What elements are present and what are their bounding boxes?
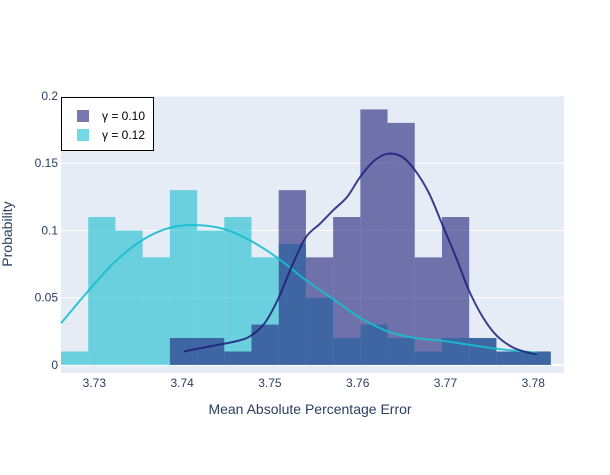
x-tick-labels: 3.73 3.74 3.75 3.76 3.77 3.78 [83,376,546,390]
y-tick-label: 0.2 [41,89,58,103]
x-axis-label: Mean Absolute Percentage Error [208,401,411,417]
histogram-bar [469,338,496,365]
y-tick-label: 0.15 [35,156,59,170]
histogram-bar [170,338,197,365]
histogram-bar [388,123,415,365]
y-tick-label: 0.05 [35,291,59,305]
histogram-bar [61,351,88,364]
legend-swatch [77,110,89,122]
x-tick-label: 3.78 [522,376,546,390]
y-tick-labels: 0 0.05 0.1 0.15 0.2 [35,89,59,372]
histogram-bar [197,338,224,365]
x-tick-label: 3.73 [83,376,107,390]
histogram-bar [415,257,442,365]
legend-box [62,98,154,151]
legend-label: γ = 0.12 [102,128,145,142]
histogram-bar [496,351,523,364]
legend: γ = 0.10 γ = 0.12 [62,98,154,151]
histogram-bar [224,351,251,364]
y-axis-label: Probability [0,201,15,266]
x-tick-label: 3.74 [170,376,194,390]
x-tick-label: 3.77 [434,376,458,390]
y-tick-label: 0.1 [41,223,58,237]
y-tick-label: 0 [51,358,58,372]
x-tick-label: 3.75 [258,376,282,390]
x-tick-label: 3.76 [346,376,370,390]
histogram-bar [306,257,333,365]
histogram-bar [143,257,170,365]
legend-label: γ = 0.10 [102,109,145,123]
histogram-bar [251,325,278,365]
histogram-bar [333,217,360,365]
histogram-bar [88,217,115,365]
histogram-bar [360,109,387,364]
legend-swatch [77,129,89,141]
